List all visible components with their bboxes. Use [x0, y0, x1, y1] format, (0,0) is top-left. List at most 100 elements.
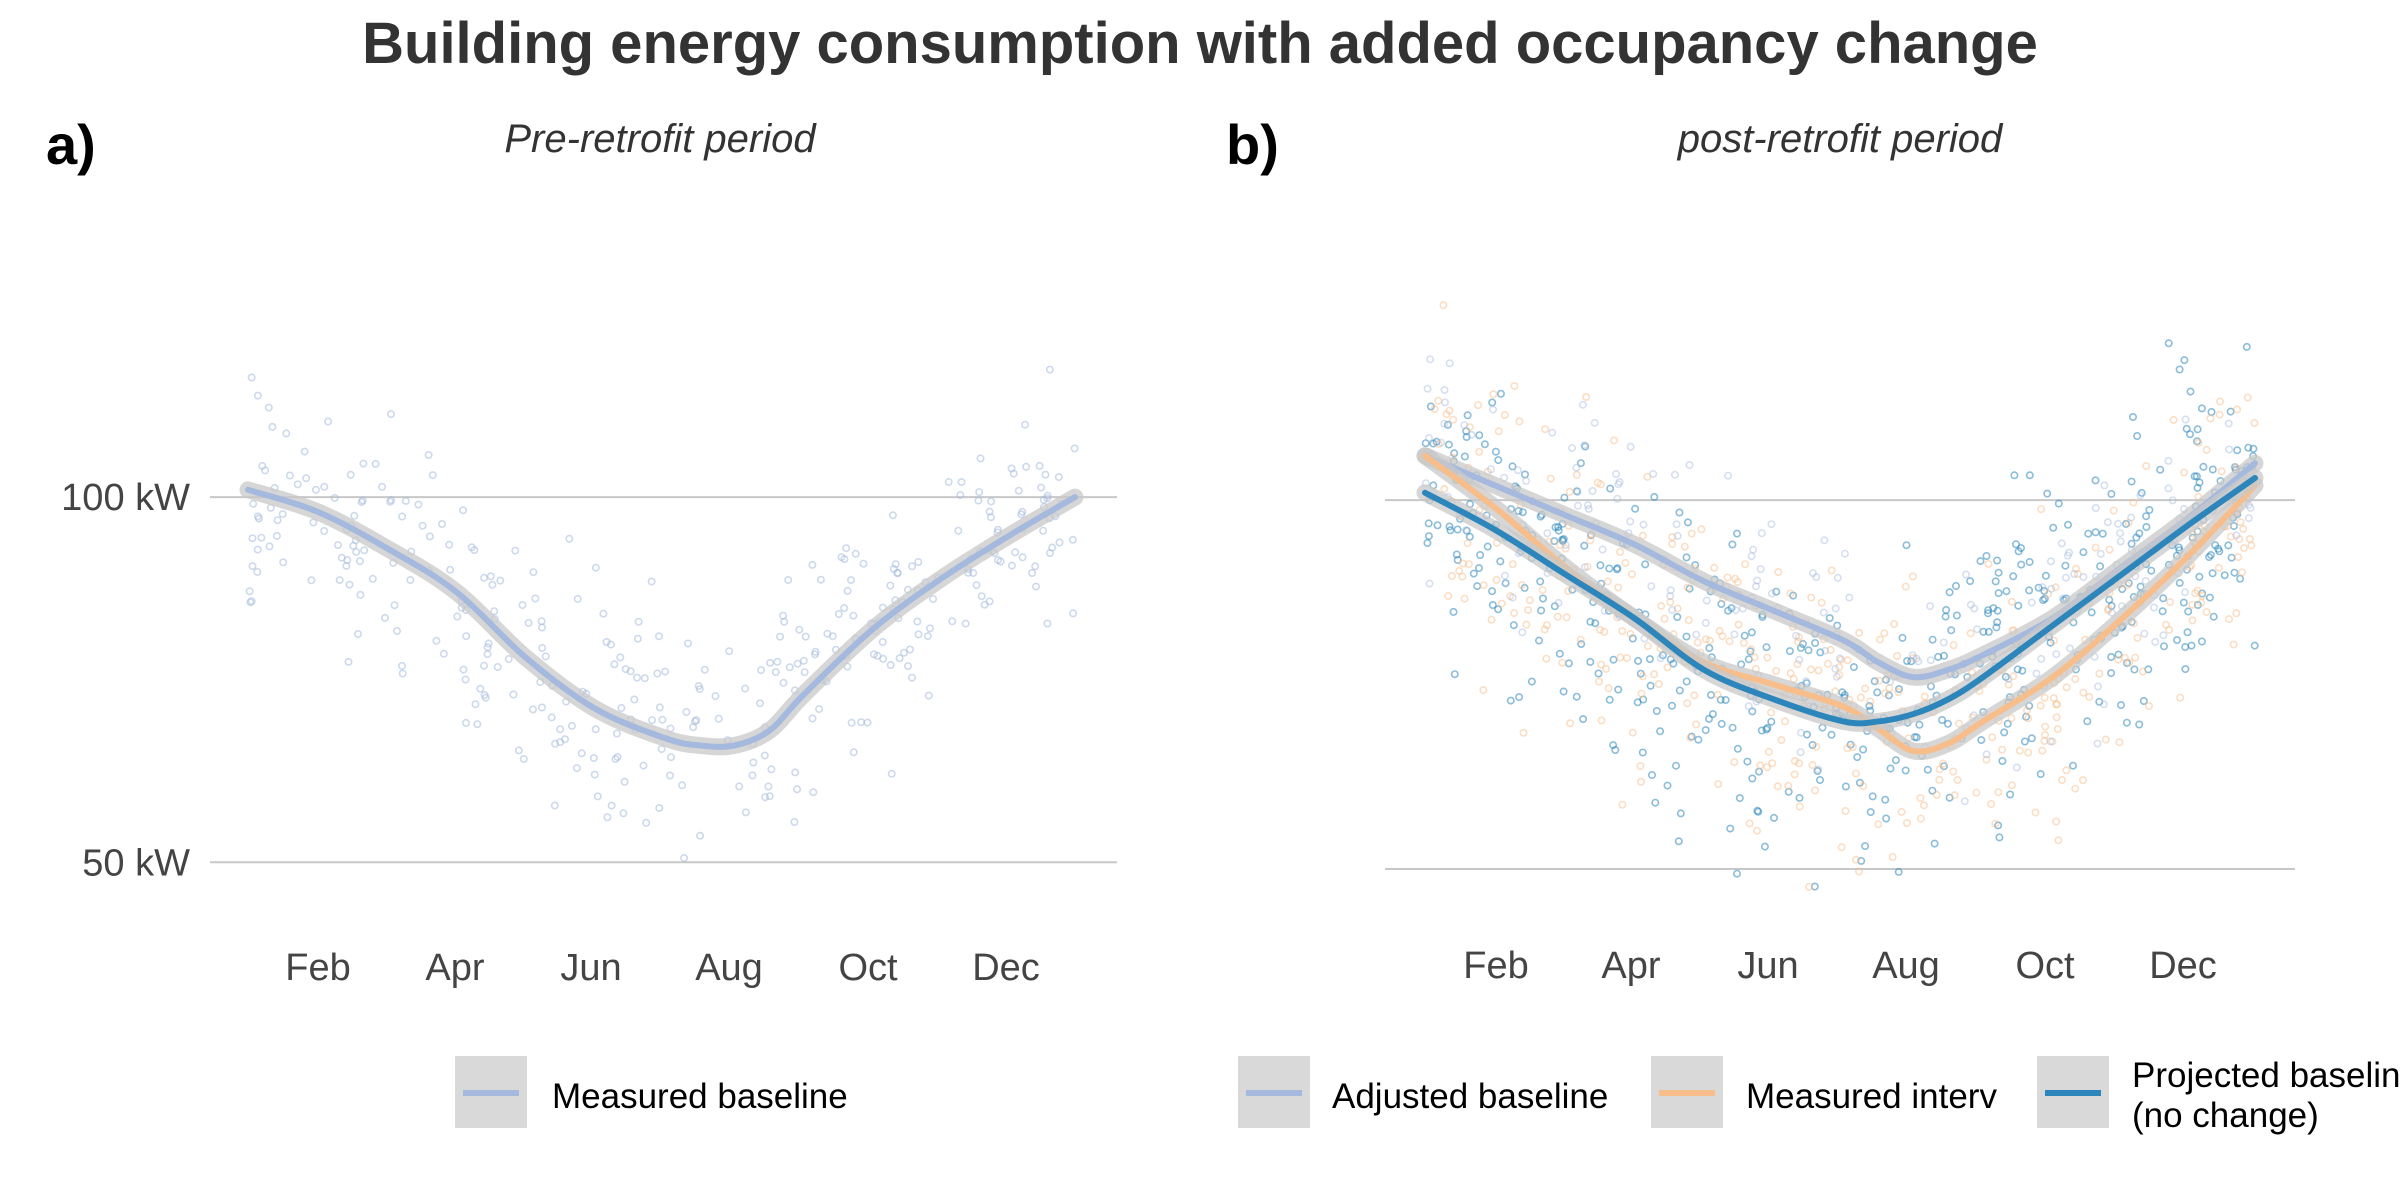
scatter-point: [2004, 674, 2013, 683]
scatter-point: [1831, 687, 1840, 696]
scatter-point: [1638, 531, 1647, 540]
scatter-point: [1802, 677, 1811, 686]
x-tick-label: Apr: [1601, 945, 1660, 987]
scatter-point: [428, 471, 437, 480]
scatter-point: [1752, 582, 1761, 591]
scatter-point: [1590, 418, 1599, 427]
scatter-point: [2037, 505, 2046, 514]
scatter-point: [311, 485, 320, 494]
scatter-point: [1626, 442, 1635, 451]
scatter-point: [1760, 842, 1769, 851]
scatter-point: [1670, 470, 1679, 479]
scatter-point: [1535, 636, 1544, 645]
scatter-point: [1631, 504, 1640, 513]
scatter-point: [2142, 512, 2151, 521]
scatter-point: [1666, 597, 1675, 606]
scatter-point: [1555, 649, 1564, 658]
scatter-point: [2052, 817, 2061, 826]
scatter-point: [2007, 781, 2016, 790]
scatter-point: [2142, 461, 2151, 470]
scatter-point: [2242, 342, 2251, 351]
scatter-point: [1425, 579, 1434, 588]
scatter-point: [1888, 852, 1897, 861]
scatter-point: [1901, 582, 1910, 591]
scatter-point: [1795, 655, 1804, 664]
scatter-point: [2027, 734, 2036, 743]
scatter-point: [537, 623, 546, 632]
scatter-point: [1527, 677, 1536, 686]
scatter-point: [378, 482, 387, 491]
scatter-point: [859, 559, 868, 568]
scatter-point: [509, 690, 518, 699]
scatter-point: [352, 547, 361, 556]
scatter-point: [1437, 438, 1446, 447]
scatter-point: [1835, 654, 1844, 663]
scatter-point: [1045, 365, 1054, 374]
scatter-point: [1639, 520, 1648, 529]
scatter-point: [1463, 539, 1472, 548]
scatter-point: [1421, 439, 1430, 448]
scatter-point: [1772, 587, 1781, 596]
scatter-point: [1595, 677, 1604, 686]
scatter-point: [1935, 765, 1944, 774]
scatter-point: [462, 632, 471, 641]
scatter-point: [278, 510, 287, 519]
scatter-point: [1594, 669, 1603, 678]
scatter-point: [2149, 603, 2158, 612]
scatter-point: [773, 657, 782, 666]
scatter-point: [1837, 843, 1846, 852]
scatter-point: [2123, 581, 2132, 590]
legend-item: Measured interv: [1651, 1056, 1997, 1128]
scatter-point: [1682, 677, 1691, 686]
scatter-point: [1843, 744, 1852, 753]
scatter-point: [397, 661, 406, 670]
legend-label-line: (no change): [2132, 1096, 2319, 1135]
scatter-point: [1542, 621, 1551, 630]
scatter-point: [1994, 788, 2003, 797]
scatter-point: [840, 603, 849, 612]
scatter-point: [1675, 508, 1684, 517]
scatter-point: [2173, 636, 2182, 645]
scatter-point: [1684, 616, 1693, 625]
scatter-point: [1823, 659, 1832, 668]
scatter-point: [975, 488, 984, 497]
scatter-point: [2197, 404, 2206, 413]
scatter-point: [1861, 842, 1870, 851]
scatter-point: [2049, 636, 2058, 645]
scatter-point: [2151, 637, 2160, 646]
scatter-point: [972, 581, 981, 590]
scatter-point: [1812, 572, 1821, 581]
scatter-point: [1616, 547, 1625, 556]
scatter-point: [1515, 693, 1524, 702]
scatter-point: [2093, 739, 2102, 748]
scatter-point: [1855, 628, 1864, 637]
scatter-point: [591, 725, 600, 734]
scatter-point: [1683, 699, 1692, 708]
scatter-point: [2025, 471, 2034, 480]
scatter-point: [1998, 745, 2007, 754]
x-tick-label: Aug: [1872, 945, 1940, 987]
scatter-point: [857, 718, 866, 727]
scatter-point: [1856, 693, 1865, 702]
scatter-point: [1982, 551, 1991, 560]
scatter-point: [1522, 620, 1531, 629]
scatter-point: [647, 577, 656, 586]
scatter-point: [1841, 806, 1850, 815]
scatter-point: [1673, 604, 1682, 613]
scatter-point: [1660, 614, 1669, 623]
scatter-point: [1690, 691, 1699, 700]
scatter-point: [1687, 732, 1696, 741]
scatter-point: [1683, 518, 1692, 527]
scatter-point: [2012, 763, 2021, 772]
scatter-point: [2181, 588, 2190, 597]
scatter-point: [2145, 701, 2154, 710]
scatter-point: [612, 729, 621, 738]
scatter-point: [2066, 644, 2075, 653]
scatter-point: [1647, 582, 1656, 591]
scatter-point: [976, 454, 985, 463]
scatter-point: [2206, 414, 2215, 423]
scatter-point: [1673, 531, 1682, 540]
scatter-point: [711, 692, 720, 701]
scatter-point: [1069, 609, 1078, 618]
scatter-point: [879, 654, 888, 663]
